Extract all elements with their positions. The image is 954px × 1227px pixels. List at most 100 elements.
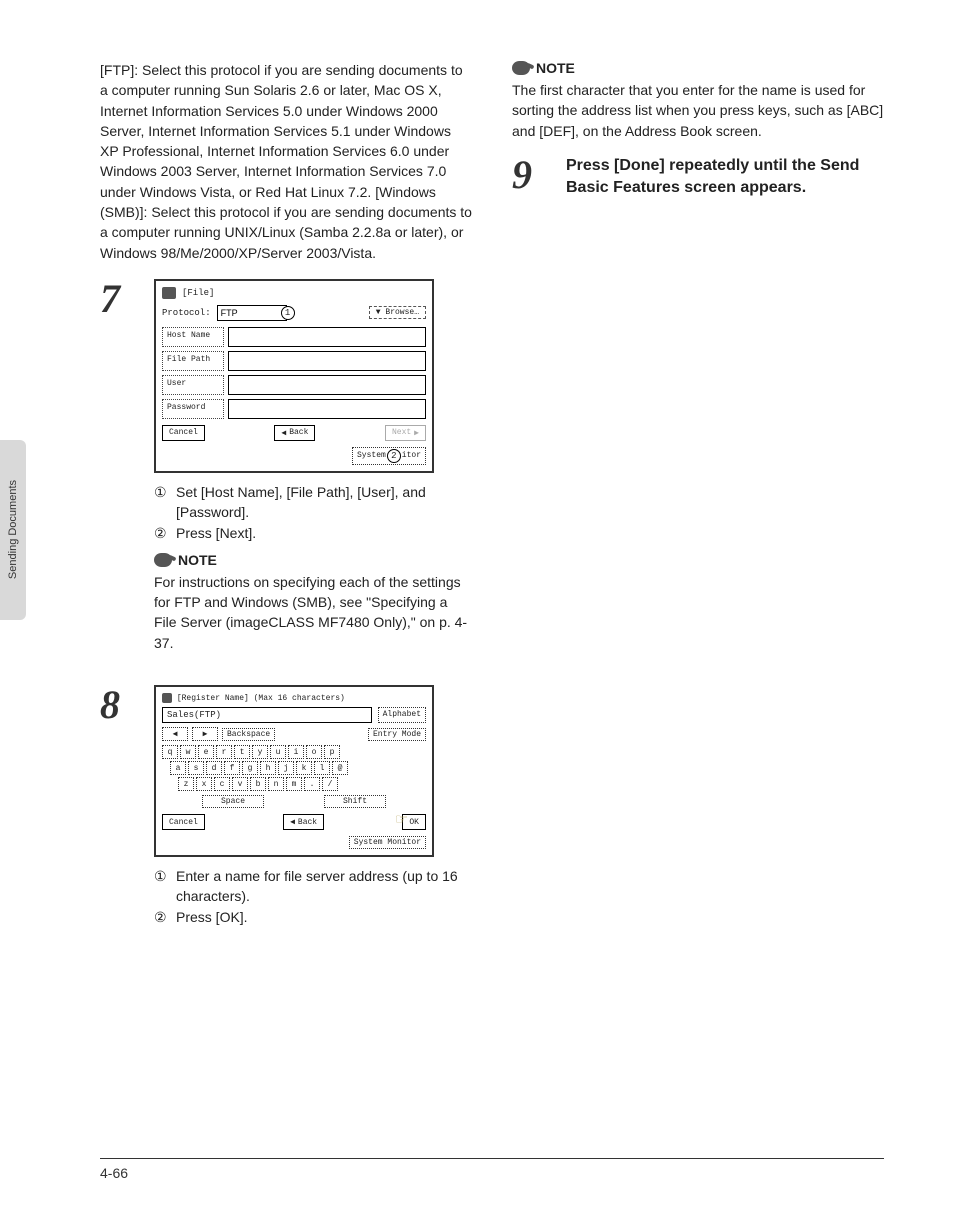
sc7-next-button[interactable]: Next ▶ [385, 425, 426, 441]
register-icon [162, 693, 172, 703]
sc7-protocol-value[interactable] [217, 305, 287, 321]
note-icon [154, 553, 172, 567]
step-7-body: [File] Protocol: 1 ▼ Browse… Host Name [154, 279, 472, 667]
sc7-password-label[interactable]: Password [162, 399, 224, 419]
step-7-screenshot: [File] Protocol: 1 ▼ Browse… Host Name [154, 279, 434, 473]
sc8-input-row: Sales(FTP) Alphabet [162, 707, 426, 723]
sc7-browse-button[interactable]: ▼ Browse… [369, 306, 426, 319]
sc7-hostname-input[interactable] [228, 327, 426, 347]
sc8-cursor-left-button[interactable]: ◀ [162, 727, 188, 741]
kbd-key[interactable]: r [216, 745, 232, 759]
sc7-protocol-label: Protocol: [162, 308, 211, 318]
kbd-key[interactable]: s [188, 761, 204, 775]
step-7-note-text: For instructions on specifying each of t… [154, 572, 472, 653]
kbd-key[interactable]: @ [332, 761, 348, 775]
chapter-side-tab: Sending Documents [0, 440, 26, 620]
sc8-backspace-button[interactable]: Backspace [222, 728, 275, 741]
kbd-key[interactable]: . [304, 777, 320, 791]
sc8-name-input[interactable]: Sales(FTP) [162, 707, 372, 723]
sc7-field-user: User [162, 375, 426, 395]
sc8-space-key[interactable]: Space [202, 795, 264, 808]
sc7-protocol-row: Protocol: 1 ▼ Browse… [162, 305, 426, 321]
step-7-note-head: NOTE [154, 552, 472, 568]
sc7-system-monitor-button[interactable]: System2itor [352, 447, 426, 465]
sc8-cancel-button[interactable]: Cancel [162, 814, 205, 830]
sc7-cancel-button[interactable]: Cancel [162, 425, 205, 441]
step-8: 8 [Register Name] (Max 16 characters) Sa… [100, 685, 472, 934]
kbd-key[interactable]: t [234, 745, 250, 759]
kbd-key[interactable]: k [296, 761, 312, 775]
list-item: ① Enter a name for file server address (… [154, 867, 472, 906]
kbd-key[interactable]: q [162, 745, 178, 759]
sc8-alphabet-mode[interactable]: Alphabet [378, 707, 426, 723]
kbd-key[interactable]: j [278, 761, 294, 775]
circled-number-1: ① [154, 483, 170, 522]
kbd-key[interactable]: d [206, 761, 222, 775]
sc8-entry-mode-button[interactable]: Entry Mode [368, 728, 426, 741]
sc8-back-button[interactable]: ◀ Back [283, 814, 324, 830]
circled-number-2: ② [154, 524, 170, 544]
sc7-hostname-label[interactable]: Host Name [162, 327, 224, 347]
kbd-key[interactable]: h [260, 761, 276, 775]
kbd-key[interactable]: f [224, 761, 240, 775]
right-note-head: NOTE [512, 60, 884, 76]
sc8-space-row: Space Shift [162, 795, 426, 808]
sc8-ok-button[interactable]: OK [402, 814, 426, 830]
step-7: 7 [File] Protocol: 1 ▼ Browse… [100, 279, 472, 667]
file-icon [162, 287, 176, 299]
kbd-key[interactable]: a [170, 761, 186, 775]
kbd-key[interactable]: i [288, 745, 304, 759]
sc7-back-button[interactable]: ◀ Back [274, 425, 315, 441]
page-footer: 4-66 [100, 1158, 884, 1181]
sc7-title-row: [File] [162, 287, 426, 299]
kbd-key[interactable]: / [322, 777, 338, 791]
step-7-number: 7 [100, 279, 136, 319]
step-7-list-1-text: Set [Host Name], [File Path], [User], an… [176, 483, 472, 522]
kbd-key[interactable]: c [214, 777, 230, 791]
two-column-layout: [FTP]: Select this protocol if you are s… [100, 60, 884, 952]
kbd-key[interactable]: n [268, 777, 284, 791]
kbd-key[interactable]: m [286, 777, 302, 791]
sc8-cursor-right-button[interactable]: ▶ [192, 727, 218, 741]
sc7-filepath-input[interactable] [228, 351, 426, 371]
sc7-user-label[interactable]: User [162, 375, 224, 395]
kbd-key[interactable]: z [178, 777, 194, 791]
kbd-key[interactable]: b [250, 777, 266, 791]
sc7-field-hostname: Host Name [162, 327, 426, 347]
sc7-callout-1: 1 [281, 306, 295, 320]
sc8-shift-key[interactable]: Shift [324, 795, 386, 808]
circled-number-2: ② [154, 908, 170, 928]
step-7-list: ① Set [Host Name], [File Path], [User], … [154, 483, 472, 544]
intro-paragraph: [FTP]: Select this protocol if you are s… [100, 60, 472, 263]
list-item: ② Press [Next]. [154, 524, 472, 544]
right-note-label: NOTE [536, 60, 575, 76]
right-column: NOTE The first character that you enter … [512, 60, 884, 952]
sc8-nav-row: ◀ ▶ Backspace Entry Mode [162, 727, 426, 741]
sc7-title: [File] [182, 288, 214, 298]
sc8-title: [Register Name] (Max 16 characters) [162, 693, 426, 703]
kbd-key[interactable]: l [314, 761, 330, 775]
sc7-field-filepath: File Path [162, 351, 426, 371]
step-8-list-1-text: Enter a name for file server address (up… [176, 867, 472, 906]
kbd-key[interactable]: w [180, 745, 196, 759]
kbd-key[interactable]: u [270, 745, 286, 759]
step-8-body: [Register Name] (Max 16 characters) Sale… [154, 685, 472, 934]
kbd-key[interactable]: o [306, 745, 322, 759]
kbd-key[interactable]: y [252, 745, 268, 759]
sc8-system-monitor-button[interactable]: System Monitor [349, 836, 426, 849]
step-9-body: Press [Done] repeatedly until the Send B… [566, 155, 884, 200]
step-9-number: 9 [512, 155, 548, 195]
chapter-side-tab-label: Sending Documents [7, 480, 19, 579]
sc7-filepath-label[interactable]: File Path [162, 351, 224, 371]
sc7-password-input[interactable] [228, 399, 426, 419]
kbd-key[interactable]: e [198, 745, 214, 759]
kbd-key[interactable]: v [232, 777, 248, 791]
left-column: [FTP]: Select this protocol if you are s… [100, 60, 472, 952]
list-item: ① Set [Host Name], [File Path], [User], … [154, 483, 472, 522]
sc7-user-input[interactable] [228, 375, 426, 395]
kbd-key[interactable]: x [196, 777, 212, 791]
sc8-kbd-row-1: q w e r t y u i o p [162, 745, 426, 759]
kbd-key[interactable]: g [242, 761, 258, 775]
kbd-key[interactable]: p [324, 745, 340, 759]
sc7-field-password: Password [162, 399, 426, 419]
